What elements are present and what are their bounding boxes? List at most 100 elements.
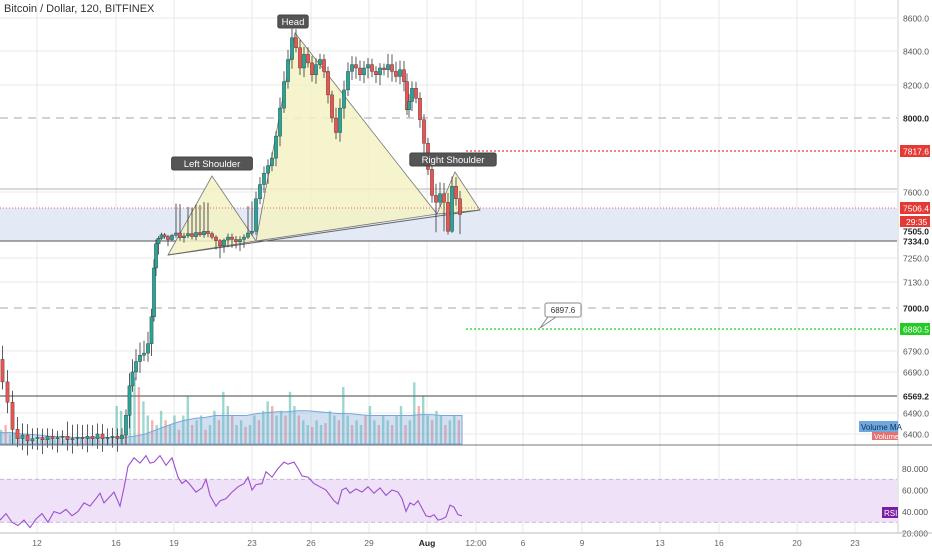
volume-bar bbox=[48, 438, 52, 444]
candle-body bbox=[152, 267, 156, 317]
candle-body bbox=[390, 64, 394, 72]
candle-body bbox=[430, 169, 434, 196]
candle-body bbox=[120, 434, 124, 439]
volume-bar bbox=[350, 425, 354, 444]
left-shoulder-pattern bbox=[167, 175, 257, 256]
candle-body bbox=[374, 71, 378, 76]
volume-bar bbox=[4, 425, 7, 444]
candle-body bbox=[354, 64, 358, 69]
countdown-bg bbox=[900, 216, 930, 227]
candle-body bbox=[138, 355, 142, 362]
volume-bar bbox=[284, 415, 287, 444]
volume-bar bbox=[128, 391, 132, 445]
rsi-tick-label: 40.000 bbox=[902, 507, 928, 517]
rsi-line bbox=[0, 454, 463, 529]
rsi-band bbox=[0, 479, 897, 523]
head-label-bg bbox=[277, 14, 309, 29]
volume-bar bbox=[337, 420, 340, 445]
volume-bar bbox=[271, 406, 274, 444]
time-tick-label: 23 bbox=[247, 538, 257, 548]
time-tick-label: 12 bbox=[32, 538, 42, 548]
candle-body bbox=[105, 437, 110, 439]
candle-body bbox=[322, 59, 326, 72]
candle-body bbox=[35, 437, 40, 439]
price-axis bbox=[898, 0, 932, 533]
candle-body bbox=[234, 239, 238, 242]
candle-body bbox=[70, 438, 75, 440]
candle-body bbox=[214, 236, 218, 241]
volume-bar bbox=[448, 420, 452, 445]
price-tick-label: 7130.0 bbox=[903, 278, 929, 288]
volume-bar bbox=[173, 415, 176, 444]
volume-bar bbox=[333, 415, 336, 444]
candle-body bbox=[182, 235, 186, 238]
volume-bar bbox=[222, 391, 225, 445]
volume-bar bbox=[191, 425, 194, 444]
candle-body bbox=[434, 195, 438, 203]
price-tick-label: 6790.0 bbox=[903, 347, 929, 357]
candle-body bbox=[294, 37, 298, 48]
candle-body bbox=[350, 64, 354, 72]
candle-body bbox=[0, 359, 5, 383]
volume-bar bbox=[195, 420, 198, 445]
candle-body bbox=[15, 429, 20, 439]
candle-body bbox=[100, 433, 105, 439]
price-tag-bg bbox=[900, 202, 930, 214]
volume-bar bbox=[208, 425, 212, 444]
candle-body bbox=[314, 64, 318, 75]
candle-body bbox=[310, 62, 314, 76]
time-tick-label: 16 bbox=[111, 538, 121, 548]
volume-bar bbox=[119, 410, 123, 445]
candle-body bbox=[190, 233, 194, 237]
volume-bar bbox=[80, 438, 83, 444]
volume-bar bbox=[115, 406, 118, 444]
candle-body bbox=[418, 97, 422, 120]
candle-body bbox=[258, 184, 262, 200]
volume-bar bbox=[159, 410, 163, 445]
volume-bar bbox=[22, 434, 25, 444]
volume-bar bbox=[417, 406, 420, 444]
candle-body bbox=[386, 64, 390, 70]
candle-body bbox=[326, 71, 330, 96]
volume-bar bbox=[199, 415, 203, 444]
candle-body bbox=[55, 437, 60, 439]
volume-bar bbox=[382, 415, 385, 444]
volume-bar bbox=[288, 391, 292, 445]
price-tick-label: 7000.0 bbox=[903, 304, 929, 314]
candle-body bbox=[270, 157, 274, 166]
volume-bar bbox=[297, 415, 300, 444]
volume-bar bbox=[279, 410, 283, 445]
volume-bar bbox=[146, 415, 149, 444]
candle-body bbox=[242, 236, 246, 240]
volume-ma-tag-bg bbox=[859, 421, 898, 432]
volume-bar bbox=[235, 425, 238, 444]
candle-body bbox=[414, 88, 418, 99]
volume-bar bbox=[53, 439, 56, 445]
candle-body bbox=[198, 232, 202, 235]
candle-body bbox=[186, 233, 190, 237]
volume-bar bbox=[315, 420, 318, 445]
time-tick-label: 26 bbox=[306, 538, 316, 548]
volume-bar bbox=[306, 425, 309, 444]
volume-bar bbox=[359, 425, 363, 444]
price-tick-label: 8400.0 bbox=[903, 47, 929, 57]
volume-bar bbox=[102, 438, 105, 444]
volume-bar bbox=[35, 440, 38, 444]
candle-body bbox=[5, 381, 10, 403]
price-tag-bg bbox=[900, 323, 930, 335]
head-label: Head bbox=[282, 17, 305, 28]
candle-body bbox=[398, 69, 402, 77]
rsi-legend: RSI bbox=[884, 509, 897, 518]
candle-body bbox=[156, 238, 161, 245]
candle-body bbox=[30, 438, 35, 442]
candle-body bbox=[342, 89, 346, 109]
volume-bar bbox=[355, 420, 358, 445]
volume-bar bbox=[302, 420, 305, 445]
volume-bar bbox=[266, 401, 269, 445]
volume-bar bbox=[262, 410, 265, 445]
candle-body bbox=[378, 67, 382, 76]
candle-body bbox=[358, 67, 362, 76]
price-tick-label: 7600.0 bbox=[903, 188, 929, 198]
